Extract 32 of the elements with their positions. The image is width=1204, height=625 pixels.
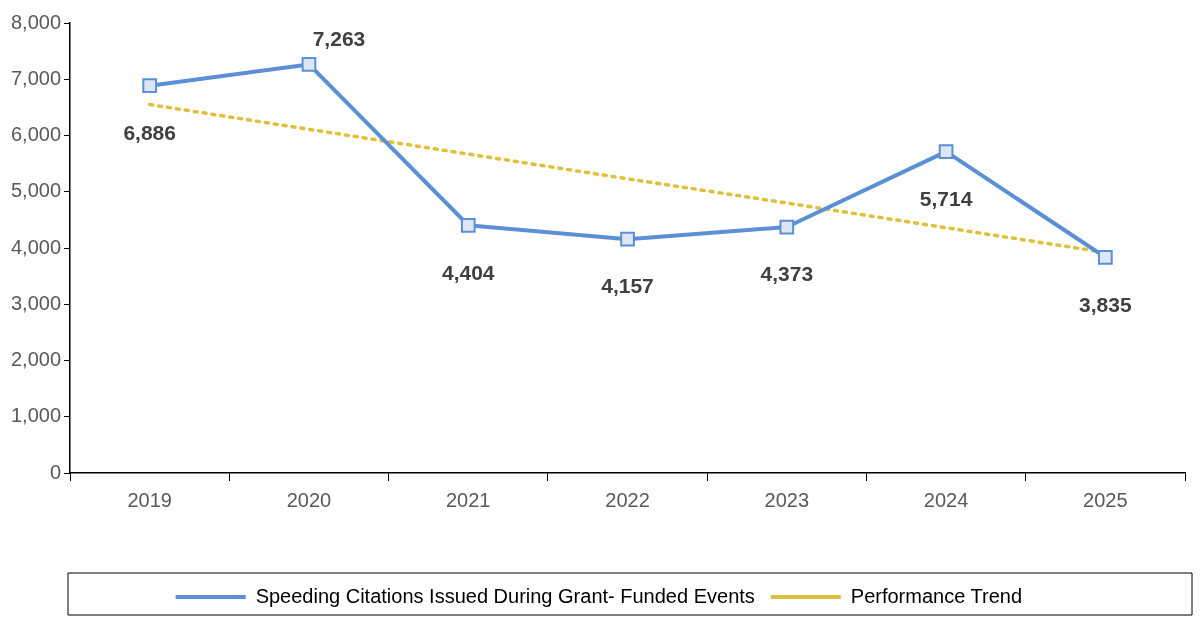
- y-tick-label: 3,000: [10, 291, 62, 314]
- y-tick-label: 2,000: [10, 348, 62, 371]
- y-tick-label: 1,000: [10, 404, 62, 427]
- y-tick-label: 5,000: [10, 179, 62, 202]
- point: [620, 231, 635, 247]
- point: [1098, 249, 1113, 265]
- data-label: 4,373: [760, 262, 814, 286]
- point: [142, 78, 158, 94]
- data-label: 4,157: [601, 274, 654, 298]
- point: [779, 219, 795, 235]
- legend-label: Performance Trend: [850, 584, 1023, 607]
- data-label: 4,404: [441, 260, 495, 284]
- x-tick-label: 2025: [1083, 488, 1128, 511]
- y-tick-label: 8,000: [10, 10, 62, 33]
- x-tick-label: 2024: [923, 488, 969, 511]
- data-label: 3,835: [1079, 292, 1132, 316]
- point: [460, 217, 476, 233]
- x-tick-label: 2023: [764, 488, 810, 511]
- y-tick-label: 6,000: [10, 123, 62, 146]
- y-tick-label: 0: [49, 460, 62, 483]
- x-tick-label: 2021: [446, 488, 491, 511]
- data-label: 7,263: [312, 26, 366, 50]
- legend-label: Speeding Citations Issued During Grant- Funded Events: [255, 584, 755, 607]
- point: [301, 57, 317, 72]
- x-tick-label: 2020: [286, 488, 332, 511]
- data-label: 6,886: [123, 120, 176, 144]
- x-tick-label: 2022: [605, 488, 650, 511]
- x-tick-label: 2019: [127, 488, 172, 511]
- y-tick-label: 7,000: [10, 66, 62, 89]
- point: [938, 144, 954, 159]
- data-label: 5,714: [919, 186, 973, 210]
- y-tick-label: 4,000: [10, 235, 62, 258]
